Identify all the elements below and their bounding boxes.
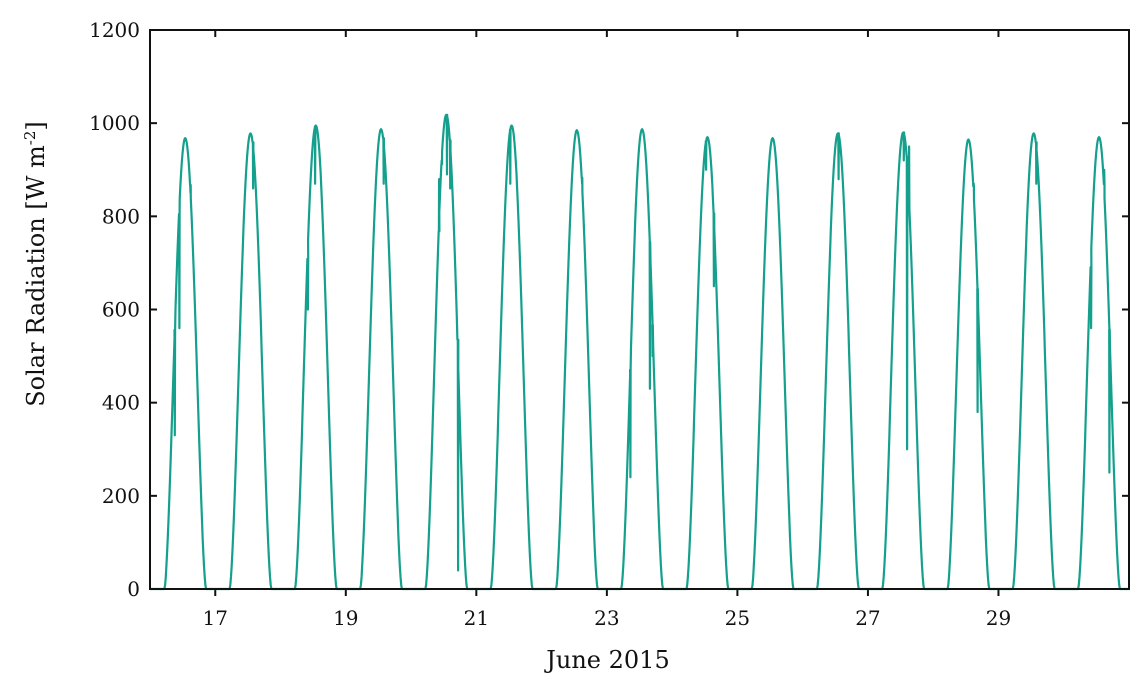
y-axis-title-main: Solar Radiation [W m	[22, 145, 50, 407]
day-curve-23	[606, 128, 673, 591]
axes-frame	[149, 29, 1130, 590]
x-tick-label: 17	[203, 606, 228, 630]
day-curve-19	[345, 128, 412, 591]
day-curve-25	[737, 137, 803, 591]
day-curve-27	[867, 131, 934, 591]
day-curve-20	[411, 113, 477, 591]
tick-labels: 0 200 400 600 800 1000 1200 17 19 21 23 25 27 29	[89, 18, 1011, 630]
day-curve-30	[1063, 136, 1129, 591]
plot-frame	[149, 29, 1130, 590]
x-tick-label: 23	[594, 606, 619, 630]
x-tick-label: 27	[855, 606, 880, 630]
y-tick-label: 1000	[89, 111, 140, 135]
y-tick-label: 800	[102, 204, 140, 228]
day-curve-28	[933, 138, 999, 591]
day-curve-16	[150, 137, 216, 591]
day-curve-18	[280, 124, 346, 591]
axis-ticks	[150, 29, 1129, 596]
plot-area	[150, 113, 1129, 591]
x-tick-label: 25	[725, 606, 750, 630]
day-curve-26	[802, 132, 868, 591]
y-tick-label: 1200	[89, 18, 140, 42]
day-curve-21	[476, 124, 542, 591]
y-tick-label: 0	[127, 577, 140, 601]
day-curve-29	[998, 132, 1064, 591]
x-tick-label: 29	[986, 606, 1011, 630]
y-tick-label: 400	[102, 391, 140, 415]
day-curve-22	[541, 129, 607, 591]
x-tick-label: 19	[333, 606, 358, 630]
x-tick-label: 21	[464, 606, 489, 630]
y-tick-label: 600	[102, 298, 140, 322]
day-curve-24	[672, 136, 738, 591]
y-axis-title-close: ]	[22, 121, 50, 130]
y-axis-title: Solar Radiation [W m-2]	[21, 121, 50, 407]
x-axis-title: June 2015	[543, 646, 669, 674]
day-curve-17	[215, 132, 281, 591]
y-tick-label: 200	[102, 484, 140, 508]
y-axis-title-superscript: -2	[21, 131, 39, 146]
